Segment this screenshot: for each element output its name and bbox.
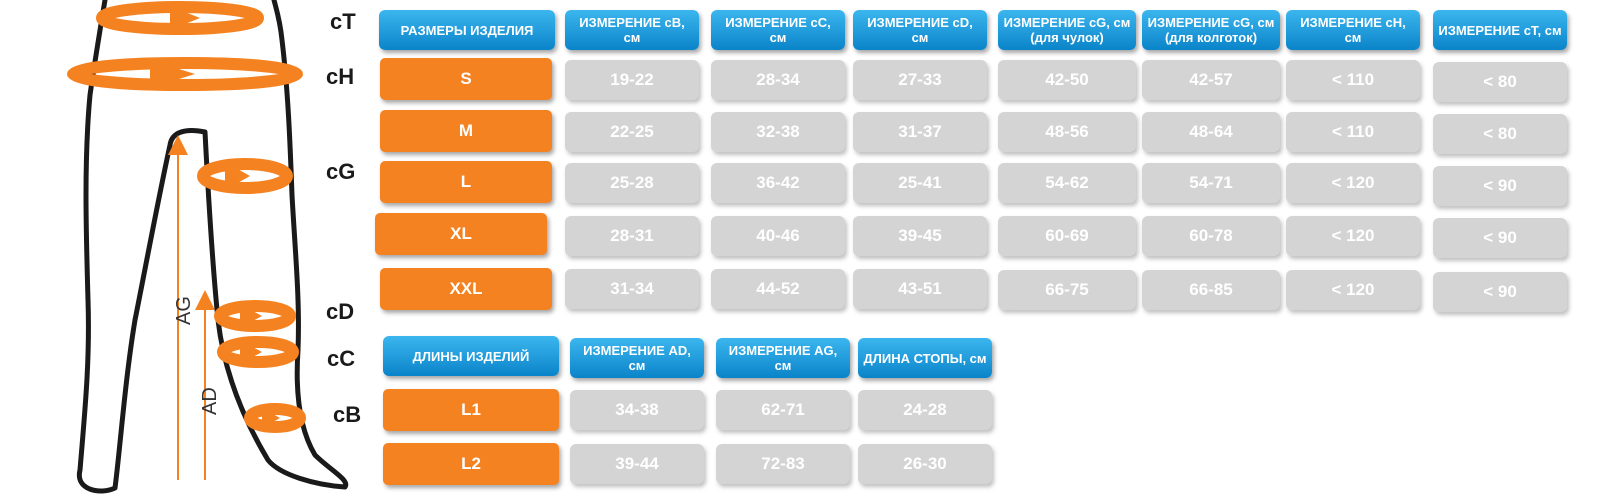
value-cell: 66-75 xyxy=(998,270,1136,310)
measure-label-cd: cD xyxy=(326,299,355,324)
size-cell: XL xyxy=(375,213,547,255)
value-cell: 40-46 xyxy=(711,216,845,256)
value-cell: 48-56 xyxy=(998,112,1136,152)
ad-axis-label: AD xyxy=(199,387,221,415)
measure-label-ct: cT xyxy=(330,9,356,34)
value-cell: 39-44 xyxy=(570,444,704,484)
header-cd: ИЗМЕРЕНИЕ сD, см xyxy=(853,10,987,50)
value-cell: 72-83 xyxy=(716,444,850,484)
legs-figure: AG AD xyxy=(67,0,349,494)
value-cell: 60-78 xyxy=(1142,216,1280,256)
value-cell: 28-34 xyxy=(711,60,845,100)
header-foot-length: ДЛИНА СТОПЫ, см xyxy=(858,338,992,378)
value-cell: 31-34 xyxy=(565,269,699,309)
value-cell: 60-69 xyxy=(998,216,1136,256)
length-cell: L2 xyxy=(383,443,559,485)
header-ch: ИЗМЕРЕНИЕ сН, см xyxy=(1286,10,1420,50)
header-cg-tights: ИЗМЕРЕНИЕ сG, см (для колготок) xyxy=(1142,10,1280,50)
header-ag: ИЗМЕРЕНИЕ AG, см xyxy=(716,338,850,378)
value-cell: 62-71 xyxy=(716,390,850,430)
header-ad: ИЗМЕРЕНИЕ AD, см xyxy=(570,338,704,378)
measure-label-cc: cC xyxy=(327,346,356,371)
value-cell: 26-30 xyxy=(858,444,992,484)
value-cell: < 120 xyxy=(1286,216,1420,256)
value-cell: < 90 xyxy=(1433,166,1567,206)
header-cg-stockings: ИЗМЕРЕНИЕ сG, см (для чулок) xyxy=(998,10,1136,50)
value-cell: < 110 xyxy=(1286,112,1420,152)
size-cell: S xyxy=(380,58,552,100)
header-ct: ИЗМЕРЕНИЕ сТ, см xyxy=(1433,10,1567,50)
value-cell: 19-22 xyxy=(565,60,699,100)
size-cell: L xyxy=(380,161,552,203)
value-cell: < 110 xyxy=(1286,60,1420,100)
value-cell: 48-64 xyxy=(1142,112,1280,152)
value-cell: 24-28 xyxy=(858,390,992,430)
value-cell: < 90 xyxy=(1433,272,1567,312)
value-cell: 42-57 xyxy=(1142,60,1280,100)
value-cell: 32-38 xyxy=(711,112,845,152)
size-cell: M xyxy=(380,110,552,152)
value-cell: < 120 xyxy=(1286,163,1420,203)
value-cell: 28-31 xyxy=(565,216,699,256)
measure-label-cg: cG xyxy=(326,159,356,184)
header-lengths: ДЛИНЫ ИЗДЕЛИЙ xyxy=(383,336,559,376)
measure-label-ch: cH xyxy=(326,64,355,89)
header-sizes: РАЗМЕРЫ ИЗДЕЛИЯ xyxy=(379,10,555,50)
size-cell: XXL xyxy=(380,268,552,310)
value-cell: 34-38 xyxy=(570,390,704,430)
ag-axis-label: AG xyxy=(173,296,195,325)
measure-arrows xyxy=(67,1,306,433)
value-cell: 39-45 xyxy=(853,216,987,256)
value-cell: 42-50 xyxy=(998,60,1136,100)
value-cell: 36-42 xyxy=(711,163,845,203)
value-cell: 31-37 xyxy=(853,112,987,152)
value-cell: 54-62 xyxy=(998,163,1136,203)
value-cell: < 80 xyxy=(1433,62,1567,102)
value-cell: 25-41 xyxy=(853,163,987,203)
value-cell: 27-33 xyxy=(853,60,987,100)
header-cb: ИЗМЕРЕНИЕ сВ, см xyxy=(565,10,699,50)
value-cell: 43-51 xyxy=(853,269,987,309)
length-cell: L1 xyxy=(383,389,559,431)
header-cc: ИЗМЕРЕНИЕ сС, см xyxy=(711,10,845,50)
value-cell: < 120 xyxy=(1286,270,1420,310)
value-cell: 25-28 xyxy=(565,163,699,203)
value-cell: < 90 xyxy=(1433,218,1567,258)
value-cell: 66-85 xyxy=(1142,270,1280,310)
measure-label-cb: cB xyxy=(333,402,362,427)
measure-arrow-heads xyxy=(150,6,280,428)
value-cell: 44-52 xyxy=(711,269,845,309)
value-cell: < 80 xyxy=(1433,114,1567,154)
value-cell: 22-25 xyxy=(565,112,699,152)
value-cell: 54-71 xyxy=(1142,163,1280,203)
